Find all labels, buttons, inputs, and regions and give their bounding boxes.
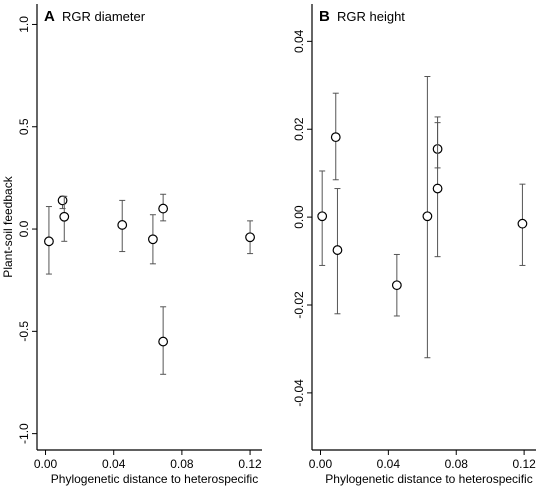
data-point xyxy=(432,183,443,194)
y-tick-label: -0.02 xyxy=(292,291,306,319)
panel-title: RGR diameter xyxy=(62,9,146,24)
y-axis-label: Plant-soil feedback xyxy=(1,175,15,277)
y-tick-label: 0.5 xyxy=(17,118,31,135)
data-point xyxy=(330,132,341,143)
x-tick-label: 0.12 xyxy=(238,457,262,471)
data-point xyxy=(245,232,255,243)
data-point xyxy=(59,211,70,222)
panel-title: RGR height xyxy=(337,9,405,24)
data-point xyxy=(44,236,54,247)
x-tick-label: 0.04 xyxy=(102,457,126,471)
panel-letter: B xyxy=(319,8,330,25)
x-tick-label: 0.08 xyxy=(445,457,469,471)
x-axis-label: Phylogenetic distance to heterospecific xyxy=(325,472,532,486)
data-point xyxy=(391,280,402,291)
y-tick-label: 0.02 xyxy=(292,117,306,141)
x-axis-label: Phylogenetic distance to heterospecific xyxy=(51,472,258,486)
y-tick-label: 0.04 xyxy=(292,29,306,53)
panel-A: A RGR diameter 0.00 0.04 0.08 0.12 1.0 0.5 0.0 -0… xyxy=(1,4,262,486)
y-tick-label: 0.0 xyxy=(17,220,31,237)
data-point xyxy=(422,211,433,222)
data-point xyxy=(332,245,343,255)
data-point xyxy=(57,195,68,206)
data-point xyxy=(117,220,128,230)
y-tick-label: 1.0 xyxy=(17,16,31,33)
data-point xyxy=(158,336,169,347)
y-tick-label: -1.0 xyxy=(17,423,31,444)
x-tick-label: 0.04 xyxy=(377,457,401,471)
data-point xyxy=(158,203,169,214)
x-tick-label: 0.08 xyxy=(170,457,194,471)
y-tick-label: -0.04 xyxy=(292,379,306,407)
y-tick-label: -0.5 xyxy=(17,321,31,342)
panel-B: B RGR height 0.00 0.04 0.08 0.12 0.04 0.02 0.00 -… xyxy=(292,4,536,486)
y-tick-label: 0.00 xyxy=(292,205,306,229)
x-tick-label: 0.12 xyxy=(512,457,536,471)
data-point xyxy=(148,234,158,245)
data-point xyxy=(317,211,328,222)
x-tick-label: 0.00 xyxy=(34,457,58,471)
data-point xyxy=(517,218,528,229)
panel-letter: A xyxy=(44,8,55,25)
x-tick-label: 0.00 xyxy=(309,457,333,471)
